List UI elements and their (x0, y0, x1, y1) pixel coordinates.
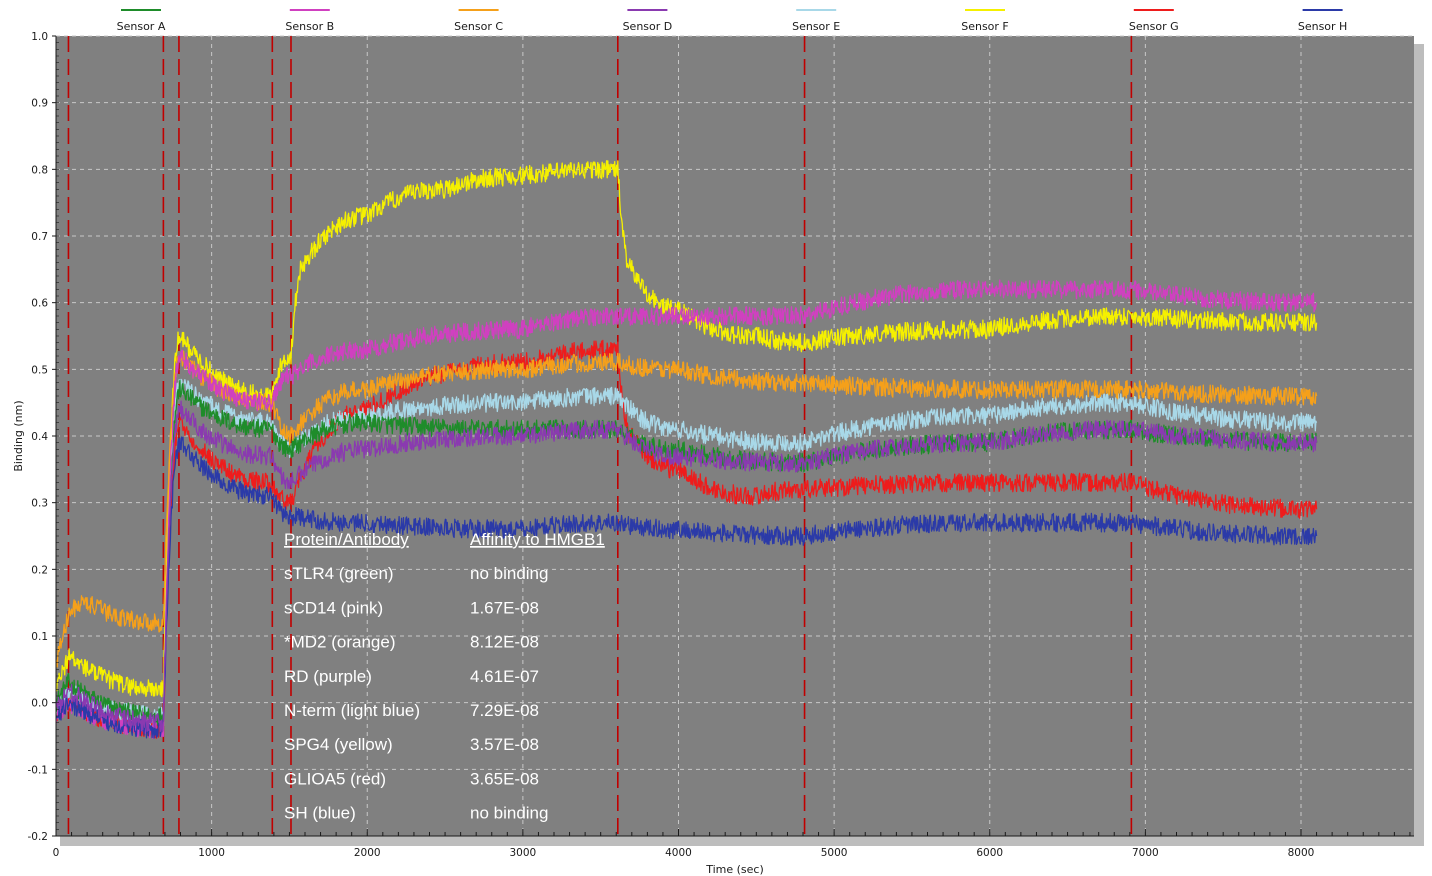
legend-label: Sensor E (792, 20, 840, 33)
table-protein-cell: sTLR4 (green) (284, 564, 394, 583)
table-affinity-cell: 1.67E-08 (470, 598, 539, 617)
ticks: -0.2 -0.1 0.0 0.1 0.2 0.3 0.4 0.5 0.6 0.7 0.8 0.9 1.… (28, 31, 1411, 859)
y-tick-label: -0.2 (28, 831, 49, 843)
y-tick-label: 0.3 (31, 498, 48, 510)
y-tick-label: 1.0 (31, 31, 48, 43)
y-tick-label: 0.6 (31, 298, 48, 310)
table-affinity-cell: no binding (470, 564, 548, 583)
legend-label: Sensor G (1129, 20, 1179, 33)
table-protein-cell: GLIOA5 (red) (284, 769, 386, 788)
y-tick-label: 0.7 (31, 231, 48, 243)
x-tick-label: 3000 (510, 847, 537, 859)
legend-label: Sensor F (961, 20, 1009, 33)
x-tick-label: 8000 (1288, 847, 1315, 859)
x-tick-label: 7000 (1132, 847, 1159, 859)
y-tick-label: 0.9 (31, 98, 48, 110)
legend-label: Sensor H (1298, 20, 1347, 33)
x-tick-label: 2000 (354, 847, 381, 859)
legend-label: Sensor D (623, 20, 673, 33)
table-protein-cell: sCD14 (pink) (284, 598, 383, 617)
legend-label: Sensor A (117, 20, 166, 33)
series-line-sensor-d (56, 400, 1318, 733)
table-affinity-cell: 4.61E-07 (470, 667, 539, 686)
y-tick-label: 0.8 (31, 164, 48, 176)
series-line-sensor-g (56, 339, 1318, 739)
x-tick-label: 4000 (665, 847, 692, 859)
table-protein-cell: N-term (light blue) (284, 701, 420, 720)
x-tick-label: 1000 (198, 847, 225, 859)
table-affinity-cell: 7.29E-08 (470, 701, 539, 720)
table-affinity-cell: 3.65E-08 (470, 769, 539, 788)
series-line-sensor-c (56, 350, 1318, 668)
x-tick-label: 6000 (976, 847, 1003, 859)
table-protein-cell: RD (purple) (284, 667, 372, 686)
table-header: Affinity to HMGB1 (470, 530, 605, 549)
legend-label: Sensor B (285, 20, 334, 33)
table-protein-cell: *MD2 (orange) (284, 633, 396, 652)
series-line-sensor-b (56, 279, 1318, 740)
table-affinity-cell: no binding (470, 804, 548, 823)
table-header: Protein/Antibody (284, 530, 409, 549)
legend: Sensor A Sensor B Sensor C Sensor D Sensor E… (117, 9, 1347, 33)
x-tick-label: 0 (53, 847, 60, 859)
legend-label: Sensor C (454, 20, 503, 33)
series-line-sensor-f (56, 160, 1318, 698)
y-tick-label: -0.1 (28, 764, 49, 776)
y-tick-label: 0.5 (31, 364, 48, 376)
series-line-sensor-h (56, 436, 1318, 739)
table-protein-cell: SH (blue) (284, 804, 356, 823)
series-group (56, 160, 1318, 740)
table-affinity-cell: 3.57E-08 (470, 735, 539, 754)
y-tick-label: 0.2 (31, 564, 48, 576)
y-tick-label: 0.0 (31, 698, 48, 710)
affinity-table: Protein/Antibody Affinity to HMGB1 sTLR4 (… (284, 530, 605, 823)
x-axis-title: Time (sec) (705, 863, 764, 876)
table-protein-cell: SPG4 (yellow) (284, 735, 393, 754)
table-affinity-cell: 8.12E-08 (470, 633, 539, 652)
x-tick-label: 5000 (821, 847, 848, 859)
y-tick-label: 0.1 (31, 631, 48, 643)
y-tick-label: 0.4 (31, 431, 48, 443)
y-axis-title: Binding (nm) (12, 400, 25, 471)
